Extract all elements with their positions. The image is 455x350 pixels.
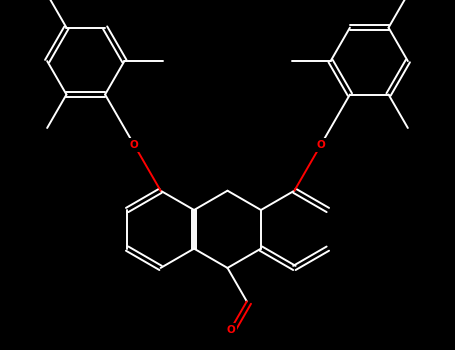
Text: O: O [317,140,325,150]
Text: O: O [226,325,235,335]
Text: O: O [130,140,138,150]
